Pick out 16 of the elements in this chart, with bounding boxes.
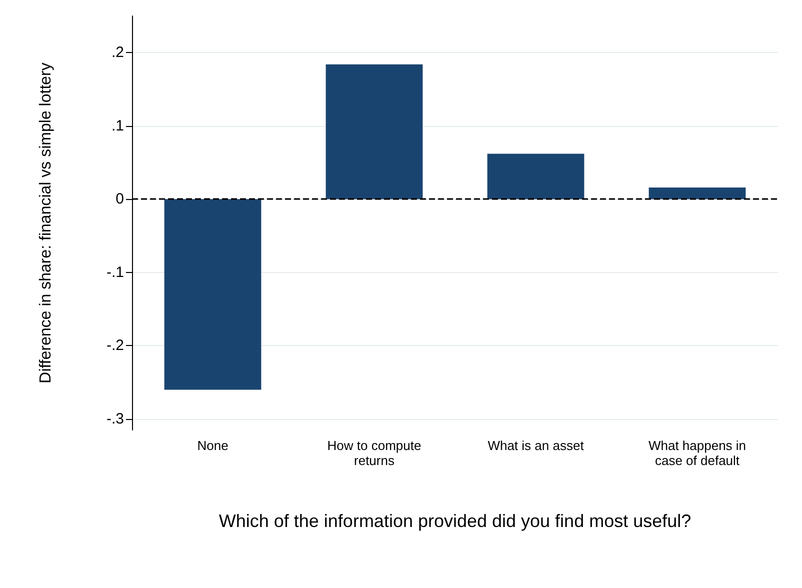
x-tick-label: None xyxy=(197,438,228,453)
y-tick-label: -.1 xyxy=(106,264,124,281)
x-axis-title: Which of the information provided did you find most useful? xyxy=(218,511,692,531)
x-tick-label: How to compute returns xyxy=(327,438,422,468)
y-axis-title: Difference in share: financial vs simple lottery xyxy=(38,62,54,384)
y-tick-label: .1 xyxy=(111,117,124,134)
bar xyxy=(164,199,262,390)
y-tick-label: 0 xyxy=(116,190,124,208)
y-tick-label: -.3 xyxy=(106,410,124,428)
bar xyxy=(326,64,423,200)
bar xyxy=(648,187,746,200)
x-tick-label: What happens in case of default xyxy=(648,438,746,468)
y-tick-label: .2 xyxy=(111,44,124,62)
x-tick-label: What is an asset xyxy=(488,438,584,453)
bar xyxy=(487,154,584,200)
y-tick-label: -.2 xyxy=(106,337,124,354)
